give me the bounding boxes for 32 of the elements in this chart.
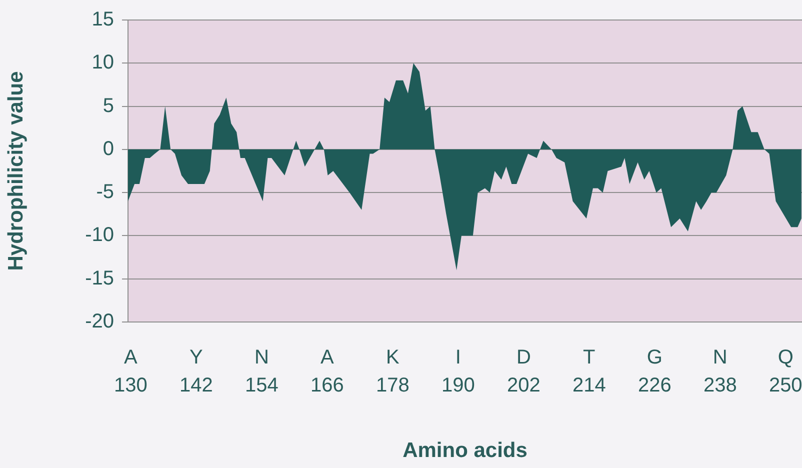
y-tick-label: 0 [102, 138, 114, 160]
x-tick-label: 226 [638, 374, 672, 397]
y-tick-label: -20 [85, 310, 114, 333]
x-tick-label: 154 [245, 374, 278, 397]
text: D [516, 346, 531, 369]
text: K [386, 346, 400, 369]
text: N [254, 346, 269, 369]
y-tick-label: -10 [85, 224, 114, 246]
x-tick-label: 178 [376, 374, 410, 397]
x-tick-label: 142 [180, 374, 213, 397]
x-tick-label: 202 [506, 374, 540, 397]
text: A [124, 346, 138, 369]
y-tick-label: 10 [92, 52, 114, 74]
x-tick-label: 250 [768, 374, 802, 397]
y-tick-label: -15 [85, 267, 114, 290]
text: T [583, 346, 596, 369]
y-tick-label: 15 [92, 8, 114, 31]
x-tick-label: 190 [441, 374, 475, 397]
x-tick-label: 130 [114, 374, 148, 397]
y-tick-label: 5 [102, 94, 114, 117]
text: Q [778, 346, 794, 369]
y-tick-label: -5 [96, 181, 114, 204]
y-axis-title: Hydrophilicity value [4, 71, 28, 271]
x-tick-label: 166 [310, 374, 344, 397]
x-tick-label: 238 [703, 374, 737, 397]
text: Y [190, 346, 203, 369]
text: N [712, 346, 728, 369]
x-tick-label: 214 [572, 374, 606, 397]
text: G [646, 346, 662, 369]
text: I [455, 346, 461, 369]
x-axis-title: Amino acids [402, 439, 528, 462]
text: A [320, 346, 335, 369]
